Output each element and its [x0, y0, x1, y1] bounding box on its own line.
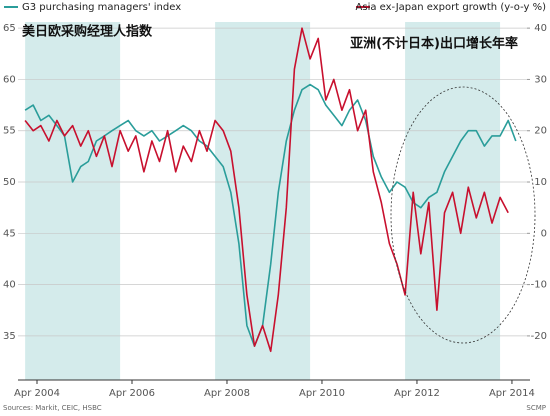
- x-tick-label: Apr 2014: [489, 388, 535, 399]
- y-tick-label: 35: [3, 331, 16, 342]
- y-tick-label: 65: [3, 23, 16, 34]
- credit: SCMP: [526, 404, 546, 412]
- shaded-band: [25, 22, 121, 380]
- legend-label: G3 purchasing managers' index: [22, 2, 181, 13]
- y-tick-label: 45: [3, 228, 16, 239]
- y2-tick-label: 0: [541, 228, 547, 239]
- shaded-band: [405, 22, 501, 380]
- series-line: [24, 83, 517, 347]
- annotation: 美日欧采购经理人指数: [22, 24, 153, 40]
- source: Sources: Markit, CEIC, HSBC: [3, 404, 102, 412]
- x-tick-label: Apr 2008: [204, 388, 250, 399]
- y2-tick-label: -10: [531, 280, 547, 291]
- x-tick-label: Apr 2010: [299, 388, 345, 399]
- y-tick-label: 40: [3, 280, 16, 291]
- y-tick-label: 50: [3, 177, 16, 188]
- line-layer: [24, 27, 517, 353]
- series-line: [24, 27, 509, 353]
- legend-label: Asia ex-Japan export growth (y-o-y %): [356, 2, 547, 13]
- y2-tick-label: -20: [531, 331, 547, 342]
- x-tick-label: Apr 2012: [394, 388, 440, 399]
- x-tick-label: Apr 2004: [14, 388, 60, 399]
- y-tick-label: 60: [3, 74, 16, 85]
- y2-tick-label: 30: [534, 74, 547, 85]
- x-tick-label: Apr 2006: [109, 388, 155, 399]
- y2-tick-label: 10: [534, 177, 547, 188]
- y-tick-label: 55: [3, 126, 16, 137]
- y2-tick-label: 40: [534, 23, 547, 34]
- grid-layer: [18, 27, 530, 337]
- highlight-ellipse: [390, 86, 536, 344]
- annotation: 亚洲(不计日本)出口增长年率: [350, 36, 518, 52]
- y2-tick-label: 20: [534, 126, 547, 137]
